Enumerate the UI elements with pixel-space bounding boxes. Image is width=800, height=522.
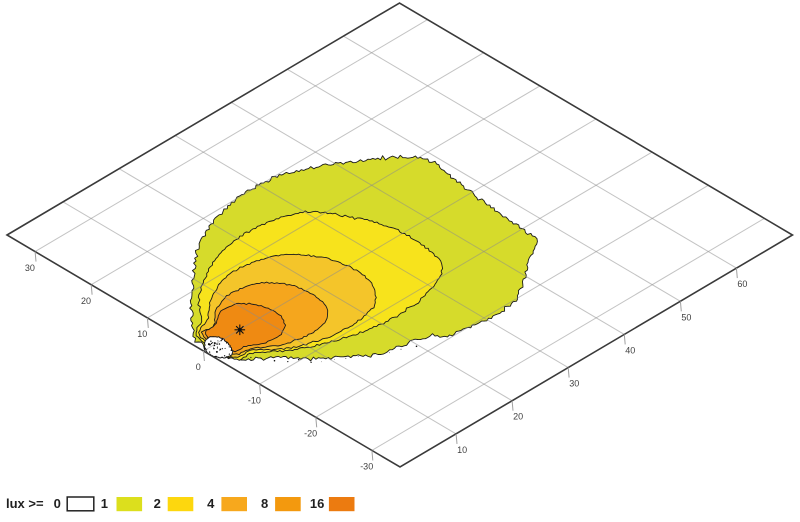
svg-text:30: 30 xyxy=(569,379,579,389)
svg-text:0: 0 xyxy=(196,362,201,372)
svg-text:10: 10 xyxy=(457,445,467,455)
svg-text:40: 40 xyxy=(625,345,635,355)
svg-text:50: 50 xyxy=(681,312,691,322)
svg-text:8: 8 xyxy=(261,496,268,511)
svg-text:20: 20 xyxy=(81,296,91,306)
svg-text:30: 30 xyxy=(25,263,35,273)
svg-text:60: 60 xyxy=(737,279,747,289)
svg-text:0: 0 xyxy=(54,496,61,511)
svg-text:-20: -20 xyxy=(304,429,317,439)
svg-text:1: 1 xyxy=(101,496,108,511)
svg-text:16: 16 xyxy=(310,496,324,511)
svg-text:10: 10 xyxy=(137,329,147,339)
svg-text:lux >=: lux >= xyxy=(6,496,44,511)
svg-text:4: 4 xyxy=(207,496,215,511)
svg-text:2: 2 xyxy=(154,496,161,511)
svg-text:20: 20 xyxy=(513,412,523,422)
svg-text:-30: -30 xyxy=(360,462,373,472)
svg-text:-10: -10 xyxy=(248,395,261,405)
